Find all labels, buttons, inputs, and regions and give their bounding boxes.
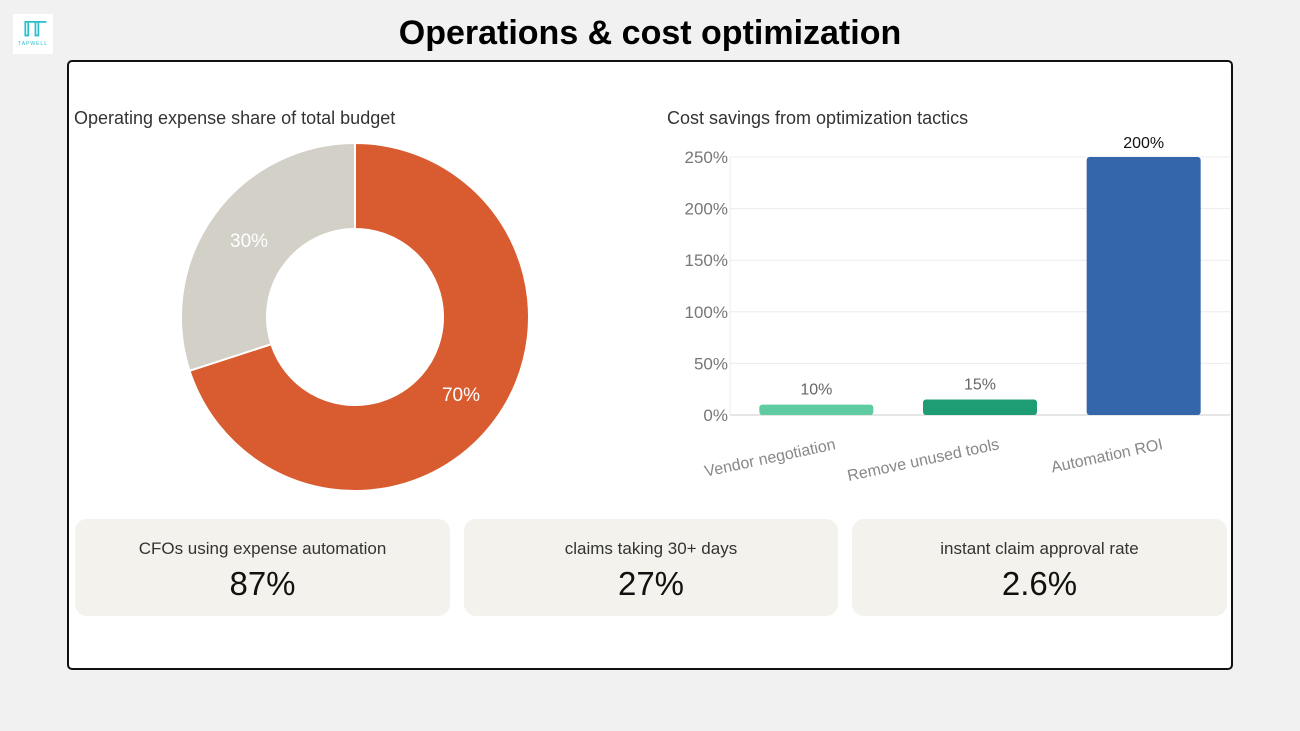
stat-label: instant claim approval rate <box>940 539 1139 558</box>
stat-value: 87% <box>229 565 296 602</box>
stat-label: CFOs using expense automation <box>138 539 387 558</box>
stat-card-instant-approval: instant claim approval rate 2.6% <box>852 519 1227 616</box>
stat-card-claims-30-days: claims taking 30+ days 27% <box>464 519 838 616</box>
bar-data-label: 15% <box>964 377 996 394</box>
donut-chart-title: Operating expense share of total budget <box>74 108 396 128</box>
bar <box>923 399 1037 415</box>
donut-slice-label: 30% <box>230 231 268 252</box>
bar-data-label: 10% <box>800 382 832 399</box>
x-tick-label: Remove unused tools <box>846 436 1001 485</box>
dashboard-panel: Operating expense share of total budget … <box>67 60 1233 670</box>
bar <box>1086 157 1201 415</box>
stat-value: 2.6% <box>1001 565 1078 602</box>
donut-slice-label: 70% <box>442 385 480 406</box>
logo-wordmark: TAPWELL <box>18 41 48 47</box>
stat-card-cfo-automation: CFOs using expense automation 87% <box>75 519 450 616</box>
y-tick-label: 0% <box>703 406 728 425</box>
charts-canvas: 70% 30% 0% 50% 100% 150% 200% 250% 10% Vendor neg… <box>180 135 1230 492</box>
bar <box>759 404 874 415</box>
y-tick-label: 150% <box>685 251 728 270</box>
y-tick-label: 50% <box>694 354 728 373</box>
y-tick-label: 100% <box>685 303 728 322</box>
y-tick-label: 200% <box>685 200 728 219</box>
x-tick-label: Vendor negotiation <box>703 436 837 480</box>
logo-mark: ℾℾ <box>22 19 46 41</box>
bar-chart-title: Cost savings from optimization tactics <box>667 108 969 128</box>
y-tick-label: 250% <box>685 148 728 167</box>
donut-slice <box>180 141 356 373</box>
bar-data-label: 200% <box>1123 135 1164 152</box>
stat-label: claims taking 30+ days <box>564 539 738 558</box>
donut-slice <box>188 141 530 492</box>
stat-value: 27% <box>617 565 685 602</box>
tapwell-logo: ℾℾ TAPWELL <box>13 14 53 54</box>
page-title: Operations & cost optimization <box>398 14 902 52</box>
x-tick-label: Automation ROI <box>1050 436 1165 476</box>
